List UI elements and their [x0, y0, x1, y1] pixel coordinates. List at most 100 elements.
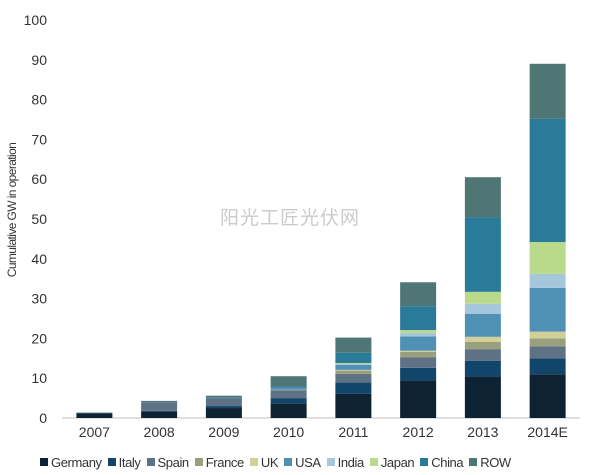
bar-segment-spain-2009 [205, 398, 242, 407]
legend-label: UK [260, 454, 279, 470]
bar-segment-usa-2013 [464, 313, 501, 337]
x-tick-label: 2008 [144, 424, 175, 440]
bar-segment-usa-2010 [270, 387, 307, 390]
bar-segment-uk-2011 [335, 369, 372, 371]
bar-segment-japan-2011 [335, 363, 372, 365]
bar-segment-france-2012 [400, 351, 437, 358]
legend-swatch [369, 458, 378, 466]
bar-segment-uk-2014e [529, 331, 566, 339]
bar-segment-china-2012 [400, 306, 437, 331]
bar-segment-spain-2010 [270, 390, 307, 399]
legend-swatch [194, 458, 203, 466]
bar-segment-china-2013 [464, 217, 501, 292]
bar-segment-spain-2014e [529, 346, 566, 359]
bar-segment-uk-2013 [464, 336, 501, 342]
bar-segment-italy-2008 [141, 410, 178, 412]
x-tick-label: 2014E [527, 424, 567, 440]
legend-label: USA [295, 454, 321, 470]
bar-segment-italy-2012 [400, 367, 437, 381]
y-tick-label: 90 [31, 52, 47, 68]
stacked-bar-chart: 0 10 20 30 40 50 60 70 80 90 100 Cumulative GW in … [5, 12, 580, 440]
y-tick-label: 30 [31, 291, 47, 307]
legend-item-china: China [420, 454, 464, 470]
y-axis-label: Cumulative GW in operation [5, 143, 19, 277]
legend-label: Spain [157, 454, 190, 470]
bar-segment-italy-2009 [205, 406, 242, 409]
watermark-text: 阳光工匠光伏网 [220, 207, 361, 229]
legend-swatch [40, 458, 48, 466]
bar-segment-row-2012 [400, 282, 437, 307]
bar-segment-spain-2013 [464, 349, 501, 361]
x-tick-label: 2010 [273, 424, 304, 440]
bar-segment-india-2014e [529, 273, 566, 288]
legend-item-japan: Japan [369, 454, 415, 470]
x-tick-label: 2013 [467, 424, 498, 440]
bar-segment-italy-2010 [270, 398, 307, 404]
bar-segment-japan-2014e [529, 242, 566, 274]
legend-item-uk: UK [249, 454, 279, 470]
bar-segment-germany-2011 [335, 393, 372, 418]
bar-segment-germany-2009 [205, 408, 242, 418]
legend-label: France [205, 454, 244, 470]
legend-item-row: ROW [469, 455, 511, 470]
bar-segment-row-2014e [529, 63, 566, 119]
bar-segment-spain-2012 [400, 357, 437, 368]
x-tick-label: 2007 [79, 424, 110, 440]
legend-item-france: France [194, 454, 244, 470]
x-tick-label: 2011 [338, 424, 368, 440]
bar-segment-germany-2014e [529, 374, 566, 418]
bar-segment-usa-2011 [335, 364, 372, 370]
bar-segment-row-2008 [141, 400, 178, 403]
legend-label: Italy [118, 454, 141, 470]
y-tick-label: 70 [31, 131, 47, 147]
legend-label: China [431, 454, 464, 470]
legend-swatch [420, 458, 429, 466]
bar-segment-germany-2012 [400, 380, 437, 418]
legend-swatch [284, 458, 293, 466]
bar-segment-usa-2014e [529, 287, 566, 332]
bar-segment-spain-2011 [335, 373, 372, 383]
bar-segment-italy-2014e [529, 358, 566, 375]
legend-item-spain: Spain [146, 454, 190, 470]
y-tick-label: 100 [24, 12, 48, 28]
bar-segment-italy-2013 [464, 360, 501, 377]
legend-swatch [107, 458, 116, 466]
bar-segment-usa-2012 [400, 336, 437, 351]
bar-segment-germany-2007 [76, 413, 113, 418]
bar-segment-usa-2009 [205, 397, 242, 399]
bar-segment-spain-2008 [141, 402, 178, 411]
bar-segment-japan-2013 [464, 291, 501, 304]
y-axis-ticks: 0 10 20 30 40 50 60 70 80 90 100 [24, 12, 48, 426]
x-tick-label: 2009 [208, 424, 239, 440]
bar-stacks [76, 63, 566, 418]
y-tick-label: 60 [31, 171, 47, 187]
y-tick-label: 40 [31, 251, 47, 267]
y-tick-label: 80 [31, 92, 47, 108]
bar-segment-china-2011 [335, 352, 372, 364]
bar-segment-row-2010 [270, 376, 307, 387]
bar-segment-germany-2008 [141, 411, 178, 418]
legend-label: Germany [51, 454, 102, 470]
legend-swatch [249, 458, 258, 466]
bar-segment-row-2013 [464, 177, 501, 218]
bar-segment-france-2013 [464, 341, 501, 350]
bar-segment-row-2009 [205, 395, 242, 398]
x-axis-ticks: 2007 2008 2009 2010 2011 2012 2013 2014E [79, 424, 568, 440]
chart-legend: Germany Italy Spain France UK USA India Japan Ch… [40, 452, 517, 472]
bar-segment-france-2010 [270, 389, 307, 391]
y-tick-label: 10 [31, 370, 47, 386]
legend-label: Japan [380, 454, 415, 470]
bar-segment-germany-2010 [270, 403, 307, 418]
bar-segment-germany-2013 [464, 376, 501, 418]
bar-segment-uk-2012 [400, 350, 437, 352]
bar-segment-row-2011 [335, 337, 372, 353]
bar-segment-china-2010 [270, 386, 307, 388]
y-tick-label: 0 [39, 410, 47, 426]
legend-item-usa: USA [284, 455, 321, 470]
legend-item-germany: Germany [40, 455, 102, 470]
legend-swatch [146, 458, 155, 466]
legend-swatch [469, 458, 478, 466]
bar-segment-japan-2012 [400, 330, 437, 333]
legend-label: ROW [480, 454, 511, 470]
bar-segment-france-2011 [335, 370, 372, 374]
